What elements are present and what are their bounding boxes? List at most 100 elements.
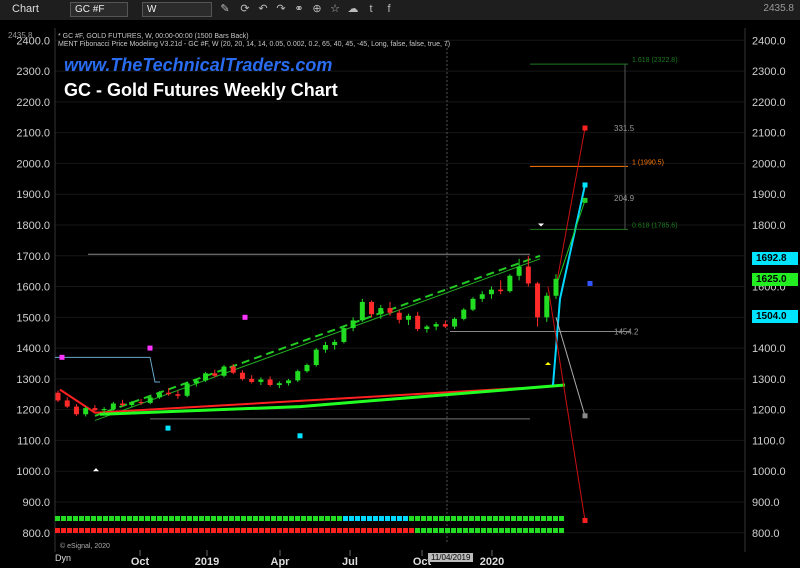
signal-bar-top [535,516,540,521]
signal-bar-top [169,516,174,521]
signal-bar-top [511,516,516,521]
signal-bar-top [121,516,126,521]
y-tick-left: 2200.0 [16,97,50,109]
signal-bar-top [451,516,456,521]
signal-bar-bottom [349,528,354,533]
signal-bar-bottom [247,528,252,533]
price-chart[interactable]: 1.618 (2322.8) 1 (1990.5) 0.618 (1785.6) 33… [0,20,800,568]
signal-bar-bottom [103,528,108,533]
candle-body [350,320,356,329]
signal-bar-top [475,516,480,521]
signal-bar-top [517,516,522,521]
signal-bar-top [409,516,414,521]
signal-bar-top [295,516,300,521]
candle-body [83,408,89,415]
dyn-label[interactable]: Dyn [55,553,72,563]
signal-bar-top [523,516,528,521]
candle-body [101,409,107,411]
y-tick-right: 2100.0 [752,128,786,140]
y-tick-left: 2100.0 [16,128,50,140]
signal-square [582,197,588,203]
signal-square [587,280,593,286]
signal-bar-bottom [559,528,564,533]
candle-body [249,378,255,382]
signal-bar-top [241,516,246,521]
signal-bar-bottom [289,528,294,533]
signal-bar-bottom [553,528,558,533]
signal-bar-bottom [121,528,126,533]
y-tick-left: 1400.0 [16,343,50,355]
candle-body [544,295,550,318]
fib-level-label: 1.618 (2322.8) [632,57,678,64]
facebook-icon[interactable]: f [387,3,391,15]
twitter-icon[interactable]: t [369,3,373,15]
signal-bar-top [97,516,102,521]
signal-square [59,354,65,360]
signal-bar-bottom [271,528,276,533]
signal-bar-bottom [193,528,198,533]
signal-bar-bottom [259,528,264,533]
cyan-projection [552,184,586,386]
signal-bar-bottom [397,528,402,533]
link-icon[interactable]: ⚭ [294,3,304,15]
top-value-left: 2435.8 [8,31,33,40]
candle-body [396,312,402,320]
signal-bar-bottom [283,528,288,533]
y-tick-right: 1200.0 [752,405,786,417]
signal-bar-bottom [97,528,102,533]
signal-bar-bottom [313,528,318,533]
signal-bar-bottom [199,528,204,533]
signal-bar-top [553,516,558,521]
signal-bar-top [469,516,474,521]
candle-body [369,301,375,315]
interval-input[interactable]: W [142,2,212,17]
signal-bar-top [397,516,402,521]
candle-body [110,403,116,410]
candle-body [479,294,485,299]
y-tick-right: 800.0 [752,528,780,540]
candle-body [212,373,218,376]
signal-bar-top [349,516,354,521]
toolbar-title: Chart [12,3,39,15]
signal-bar-bottom [331,528,336,533]
candle-body [442,324,448,327]
signal-bar-top [427,516,432,521]
signal-bar-top [301,516,306,521]
chart-toolbar: Chart GC #F W ✎ ⟳ ↶ ↷ ⚭ ⊕ ☆ ☁ t f 2435.8 [0,0,800,21]
candle-body [553,278,559,296]
cart-icon[interactable]: ⊕ [312,3,322,15]
draw-icon[interactable]: ✎ [220,3,230,15]
candle-body [304,365,310,372]
candle-body [166,392,172,395]
signal-square [242,314,248,320]
symbol-input[interactable]: GC #F [70,2,128,17]
signal-bar-top [271,516,276,521]
candle-body [267,379,273,386]
signal-bar-top [319,516,324,521]
candle-body [461,309,467,319]
signal-bar-bottom [217,528,222,533]
y-tick-left: 900.0 [22,497,50,509]
chart-headline: GC - Gold Futures Weekly Chart [64,80,338,100]
star-icon[interactable]: ☆ [330,3,340,15]
signal-bar-top [421,516,426,521]
esignal-copyright: © eSignal, 2020 [60,543,110,550]
x-tick-label: Oct [413,556,432,568]
cyan-envelope-left [55,356,160,383]
candle-body [295,371,301,381]
signal-square [582,413,588,419]
cloud-icon[interactable]: ☁ [347,3,359,15]
signal-bar-top [493,516,498,521]
signal-bar-bottom [523,528,528,533]
undo-icon[interactable]: ↶ [258,3,268,15]
refresh-icon[interactable]: ⟳ [240,3,250,15]
signal-square [582,182,588,188]
signal-bar-top [163,516,168,521]
redo-icon[interactable]: ↷ [276,3,286,15]
signal-bar-top [439,516,444,521]
value-annotation: 204.9 [614,194,635,203]
y-tick-left: 1200.0 [16,405,50,417]
signal-bar-bottom [445,528,450,533]
y-tick-left: 1000.0 [16,466,50,478]
signal-bar-bottom [73,528,78,533]
